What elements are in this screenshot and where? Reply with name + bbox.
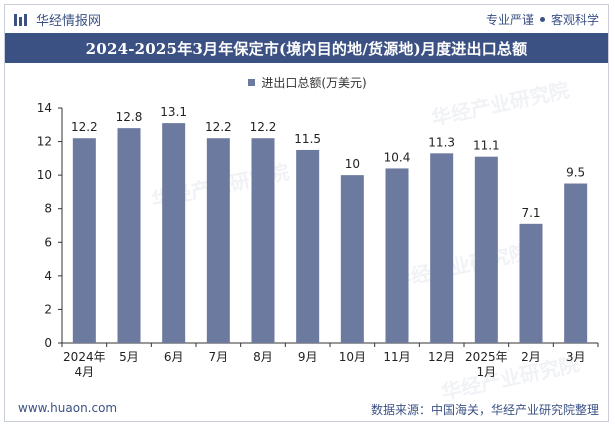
data-label: 7.1 [521,206,540,220]
bar [72,138,96,343]
data-label: 12.2 [250,120,277,134]
x-tick-label: 5月 [119,350,139,364]
y-tick-label: 14 [37,101,52,115]
brand[interactable]: 华经情报网 [14,10,101,29]
x-tick-label: 11月 [383,350,410,364]
x-tick-label: 2月 [521,350,541,364]
bar [430,153,454,343]
data-label: 10.4 [384,150,411,164]
x-tick-label: 1月 [477,365,497,379]
legend-label: 进出口总额(万美元) [261,76,367,90]
x-tick-label: 12月 [428,350,455,364]
x-tick-label: 2024年 [63,350,106,364]
footer-website[interactable]: www.huaon.com [18,401,118,415]
data-label: 13.1 [160,105,187,119]
y-tick-label: 4 [44,269,52,283]
x-tick-label: 7月 [209,350,229,364]
x-tick-label: 8月 [253,350,273,364]
y-tick-label: 10 [37,168,52,182]
y-tick-label: 12 [37,135,52,149]
legend-swatch-icon [248,79,256,86]
data-label: 11.1 [473,139,500,153]
bar [296,149,320,343]
x-tick-label: 2025年 [465,350,508,364]
x-tick-label: 6月 [164,350,184,364]
legend[interactable]: 进出口总额(万美元) [0,74,615,91]
data-label: 11.5 [294,132,321,146]
bar [117,128,141,343]
tagline: 专业严谨 客观科学 [486,11,599,28]
bar [519,223,543,343]
y-tick-label: 8 [44,202,52,216]
x-tick-label: 9月 [298,350,318,364]
y-tick-label: 0 [44,336,52,350]
tagline-right: 客观科学 [550,13,599,27]
separator-dot-icon [539,17,545,22]
bar [340,175,364,343]
data-label: 12.2 [205,120,232,134]
top-bar: 华经情报网 专业严谨 客观科学 [4,4,609,32]
tagline-left: 专业严谨 [485,13,534,27]
y-tick-label: 2 [44,302,52,316]
chart-title: 2024-2025年3月年保定市(境内目的地/货源地)月度进出口总额 [5,33,608,63]
bar [564,183,588,343]
bar [206,138,230,343]
bar [251,138,275,343]
x-tick-label: 10月 [339,350,366,364]
brand-name: 华经情报网 [36,14,102,29]
bar [474,156,498,343]
data-label: 11.3 [428,135,455,149]
x-tick-label: 4月 [75,365,95,379]
bar [162,123,186,343]
data-label: 12.8 [116,110,143,124]
chart-frame [4,4,609,422]
y-tick-label: 6 [44,235,52,249]
x-tick-label: 3月 [566,350,586,364]
data-label: 12.2 [71,120,98,134]
data-label: 9.5 [566,166,585,180]
data-label: 10 [345,157,360,171]
footer-source: 数据来源：中国海关，华经产业研究院整理 [370,403,599,417]
brand-logo-icon [14,13,27,26]
bar [385,168,409,343]
